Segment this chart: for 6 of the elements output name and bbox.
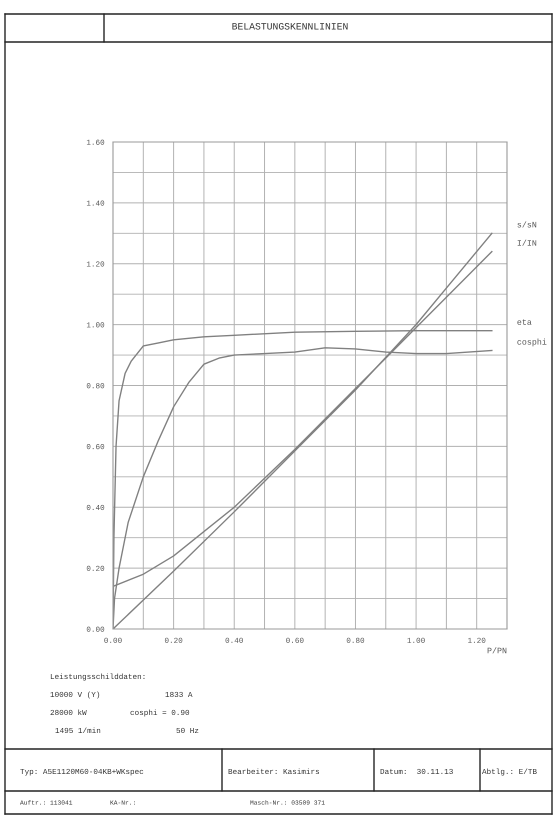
text: cosphi [517,338,546,346]
x-axis-title: P/PN [488,647,506,654]
text: eta [517,319,532,325]
chart-title: BELASTUNGSKENNLINIEN [232,23,348,30]
text: s/sN [518,221,536,228]
text: I/IN [518,240,536,246]
